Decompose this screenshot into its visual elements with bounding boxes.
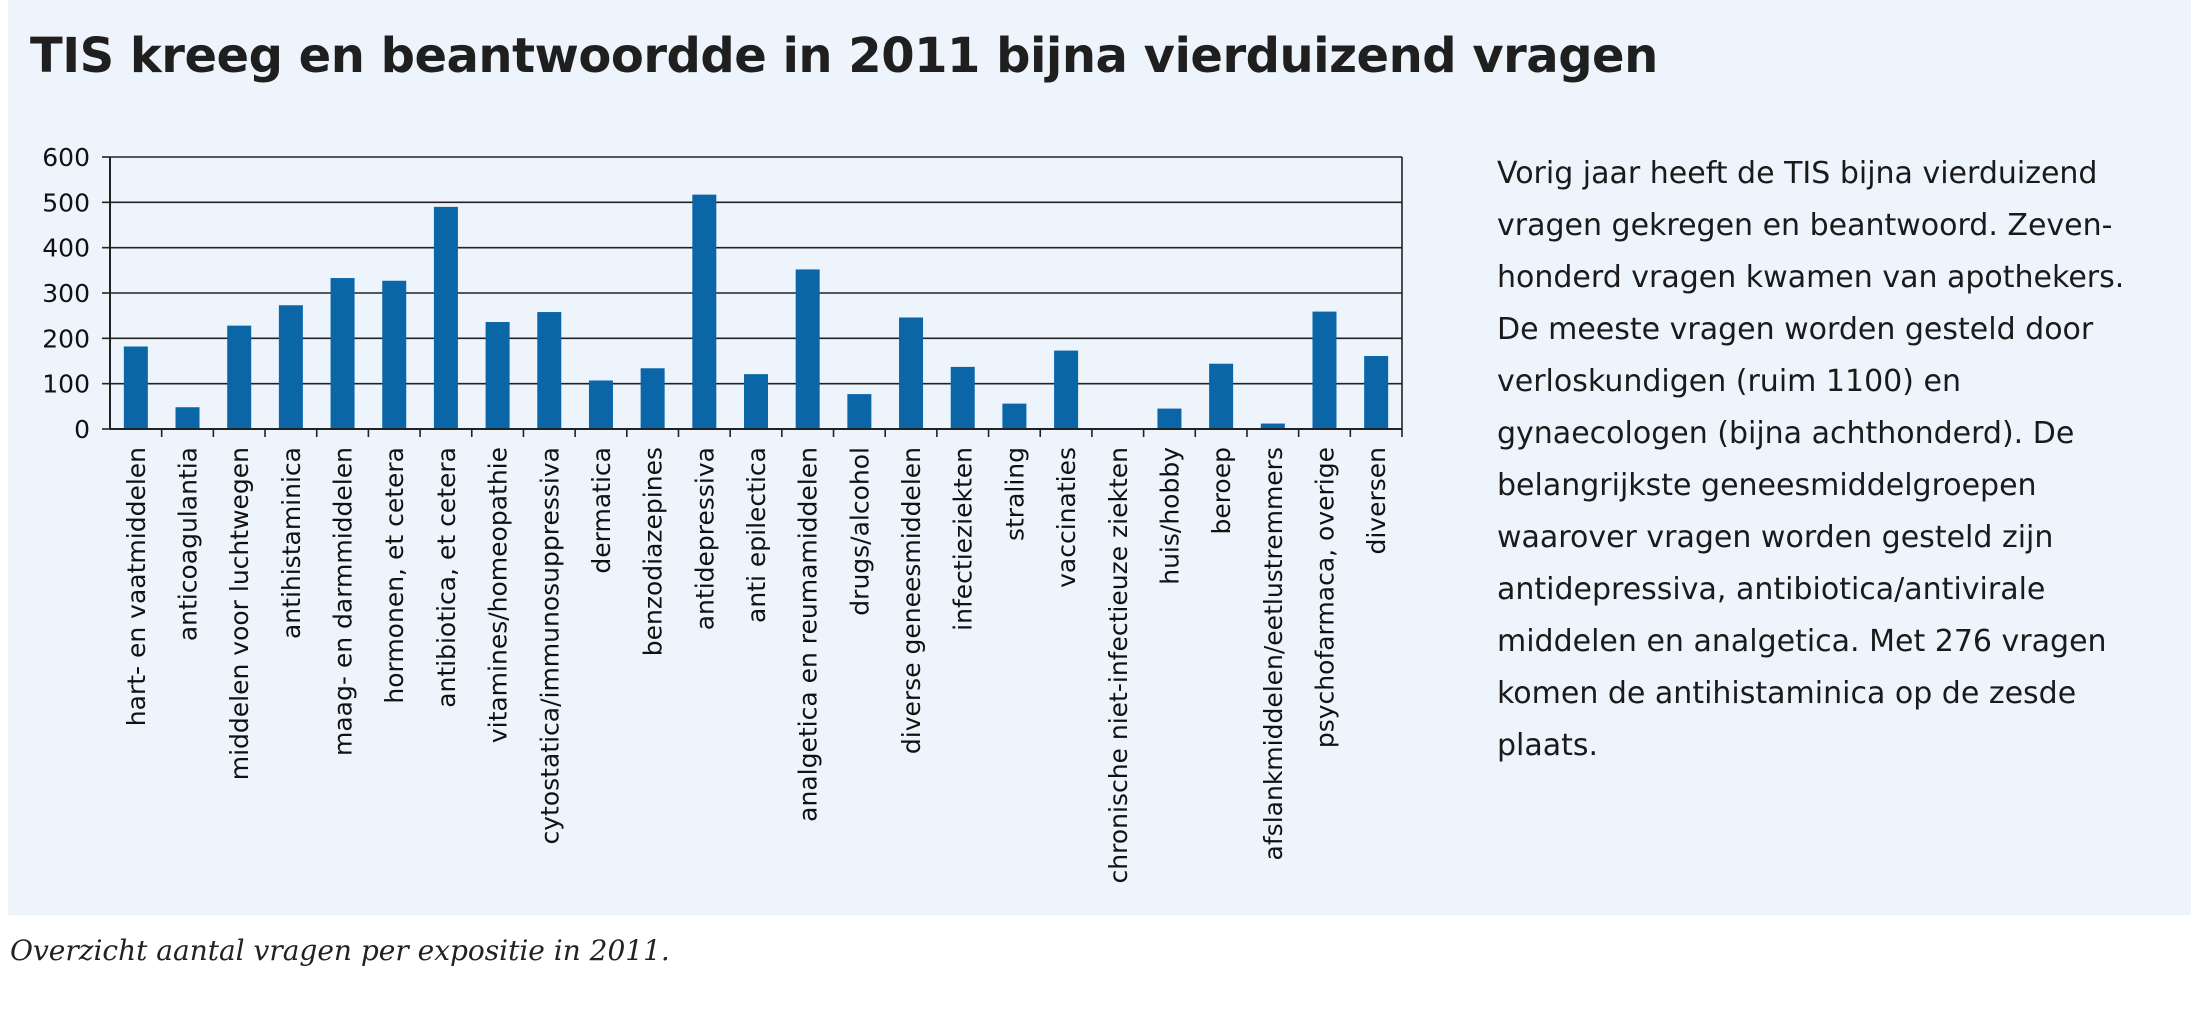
y-tick-label: 200 bbox=[42, 324, 90, 353]
y-tick-labels: 0 100 200 300 400 500 600 bbox=[42, 143, 90, 444]
gridlines bbox=[110, 156, 1402, 385]
x-tick-label: straling bbox=[1000, 447, 1029, 541]
x-tick-label: diverse geneesmiddelen bbox=[897, 447, 926, 754]
bar bbox=[744, 374, 768, 429]
x-tick-label: anticoagulantia bbox=[174, 447, 203, 641]
bar bbox=[847, 394, 872, 429]
bar-chart: 0 100 200 300 400 500 600 hart- en vaatmiddele… bbox=[42, 143, 1403, 884]
x-tick-label: anti epilectica bbox=[742, 447, 771, 623]
bar bbox=[1157, 408, 1182, 429]
bar bbox=[1312, 311, 1337, 429]
x-tick-label: diversen bbox=[1362, 447, 1391, 555]
bar bbox=[1002, 403, 1027, 429]
chart-title: TIS kreeg en beantwoordde in 2011 bijna … bbox=[30, 28, 1658, 84]
y-tick-label: 600 bbox=[42, 143, 90, 172]
x-tick-label: drugs/alcohol bbox=[845, 447, 874, 616]
x-tick-label: antibiotica, et cetera bbox=[432, 447, 461, 708]
bar bbox=[640, 368, 665, 429]
bar bbox=[1209, 363, 1234, 429]
bar bbox=[950, 366, 975, 429]
bar bbox=[1260, 423, 1285, 429]
x-tick-label: huis/hobby bbox=[1155, 447, 1184, 585]
bar bbox=[537, 312, 562, 429]
x-tick-labels: hart- en vaatmiddelen anticoagulantia midd… bbox=[122, 447, 1391, 884]
x-tick-label: dermatica bbox=[587, 447, 616, 574]
bars bbox=[123, 194, 1389, 429]
x-tick-label: maag- en darmmiddelen bbox=[329, 447, 358, 756]
bar bbox=[175, 407, 200, 429]
x-tick-label: middelen voor luchtwegen bbox=[225, 447, 254, 780]
bar bbox=[588, 380, 613, 429]
x-tick-label: hormonen, et cetera bbox=[380, 447, 409, 704]
x-tick-label: antihistaminica bbox=[277, 447, 306, 639]
x-tick-label: vaccinaties bbox=[1052, 447, 1081, 588]
x-tick-label: beroep bbox=[1207, 447, 1236, 535]
bar bbox=[1364, 356, 1389, 429]
bar bbox=[692, 194, 717, 429]
figure-panel bbox=[8, 0, 2191, 915]
x-tick-label: antidepressiva bbox=[690, 447, 719, 630]
y-tick-label: 0 bbox=[74, 415, 90, 444]
x-tick-label: analgetica en reumamiddelen bbox=[794, 447, 823, 822]
bar bbox=[795, 269, 820, 429]
x-tick-label: hart- en vaatmiddelen bbox=[122, 447, 151, 726]
x-tick-label: afslankmiddelen/eetlustremmers bbox=[1259, 447, 1288, 860]
y-tick-label: 100 bbox=[42, 370, 90, 399]
y-tick-label: 500 bbox=[42, 188, 90, 217]
bar bbox=[1054, 350, 1079, 429]
description-text: Vorig jaar heeft de TIS bijna vierduizen… bbox=[1497, 156, 2125, 763]
bar bbox=[123, 346, 148, 429]
x-tick-label: infectieziekten bbox=[949, 447, 978, 631]
bar bbox=[899, 317, 924, 429]
y-tick-label: 400 bbox=[42, 234, 90, 263]
y-tick-label: 300 bbox=[42, 279, 90, 308]
axes bbox=[102, 156, 1403, 437]
bar bbox=[330, 278, 355, 429]
figure-caption: Overzicht aantal vragen per expositie in… bbox=[10, 934, 670, 967]
x-tick-label: psychofarmaca, overige bbox=[1310, 447, 1339, 748]
bar bbox=[227, 325, 252, 429]
x-tick-label: benzodiazepines bbox=[639, 447, 668, 656]
bar bbox=[485, 322, 510, 429]
bar bbox=[433, 206, 458, 429]
bar bbox=[278, 305, 303, 429]
x-tick-label: chronische niet-infectieuze ziekten bbox=[1104, 447, 1133, 883]
bar bbox=[382, 280, 407, 429]
x-tick-label: cytostatica/immunosuppressiva bbox=[535, 447, 564, 845]
x-tick-label: vitamines/homeopathie bbox=[484, 447, 513, 743]
